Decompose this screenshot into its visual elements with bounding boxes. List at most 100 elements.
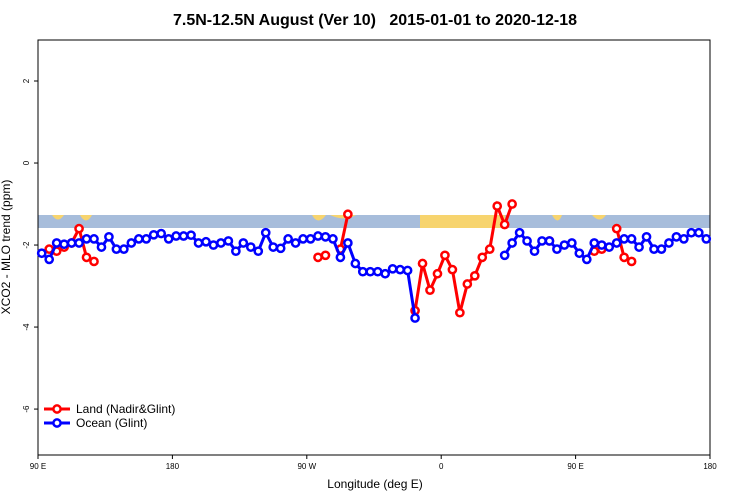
data-point [671, 231, 682, 242]
data-point [701, 234, 712, 244]
data-point [343, 209, 353, 220]
data-point [544, 236, 555, 246]
data-point [380, 268, 391, 279]
y-axis-label: XCO2 - MLO trend (ppm) [0, 180, 13, 315]
x-tick-label: 180 [166, 462, 180, 471]
legend-label: Ocean (Glint) [76, 416, 147, 430]
chart-title: 7.5N-12.5N August (Ver 10) 2015-01-01 to… [173, 12, 577, 29]
data-point [581, 254, 592, 265]
data-point [193, 238, 204, 248]
data-point [126, 238, 137, 248]
data-point [59, 239, 69, 250]
y-tick-label: 2 [22, 78, 31, 83]
data-point [313, 252, 323, 263]
data-point [432, 268, 443, 279]
x-tick-label: 90 W [297, 462, 316, 471]
data-point [567, 238, 577, 248]
data-point [537, 236, 547, 246]
data-point [216, 238, 226, 248]
x-tick-label: 90 E [30, 462, 46, 471]
data-point [350, 258, 361, 269]
data-point [104, 231, 114, 242]
x-axis-label: Longitude (deg E) [327, 477, 422, 491]
series-line [338, 213, 350, 250]
data-point [686, 227, 697, 238]
data-point [290, 238, 301, 248]
data-point [36, 248, 47, 259]
data-point [320, 250, 331, 261]
data-point [305, 234, 316, 244]
data-point [596, 240, 607, 250]
data-point [283, 234, 293, 244]
data-point [477, 252, 488, 263]
data-point [335, 252, 346, 263]
data-point [275, 243, 286, 254]
data-point [529, 246, 540, 257]
plot-frame [37, 39, 711, 456]
data-point [111, 244, 122, 254]
data-point [552, 244, 562, 254]
data-point [133, 234, 144, 244]
data-point [447, 264, 458, 275]
data-point [231, 246, 241, 257]
data-point [156, 228, 167, 239]
data-point [44, 254, 55, 265]
data-point [245, 242, 256, 252]
data-point [484, 244, 495, 254]
data-point [469, 270, 480, 281]
data-point [425, 285, 435, 295]
data-point [96, 242, 107, 252]
data-point [693, 227, 704, 238]
data-point [119, 244, 129, 254]
data-point [522, 236, 532, 246]
x-tick-label: 0 [439, 462, 444, 471]
data-point [417, 258, 428, 269]
legend: Land (Nadir&Glint)Ocean (Glint) [44, 402, 175, 430]
data-point [455, 307, 465, 318]
data-point [81, 234, 92, 244]
data-point [514, 227, 525, 238]
data-point [440, 250, 450, 261]
data-point [51, 238, 62, 248]
y-tick-label: -2 [22, 241, 31, 249]
data-point [201, 236, 211, 247]
data-point [664, 238, 674, 248]
data-point [208, 240, 219, 250]
data-point [499, 250, 510, 261]
data-point [298, 234, 308, 244]
data-point [395, 264, 405, 275]
data-point [559, 240, 570, 250]
data-point [507, 199, 517, 209]
data-point [313, 231, 323, 241]
data-point [499, 219, 510, 230]
data-point [357, 266, 368, 277]
y-tick-label: -6 [22, 405, 31, 413]
data-point [619, 234, 629, 244]
data-point [223, 236, 234, 246]
data-point [626, 234, 637, 244]
data-point [89, 234, 99, 244]
data-point [163, 234, 174, 244]
data-point [89, 256, 99, 267]
legend-label: Land (Nadir&Glint) [76, 402, 175, 416]
data-point [462, 279, 473, 289]
data-point [268, 242, 279, 252]
data-point [148, 229, 159, 240]
data-point [343, 238, 353, 248]
data-point [679, 234, 689, 244]
data-point [365, 266, 376, 277]
data-point [656, 244, 667, 254]
data-point [611, 223, 622, 234]
data-point [634, 242, 644, 252]
data-point [402, 265, 413, 276]
data-point [260, 227, 271, 238]
y-tick-label: 0 [22, 160, 31, 165]
data-point [253, 246, 264, 257]
data-point [611, 238, 622, 248]
data-point [492, 201, 503, 211]
data-point [372, 266, 383, 277]
data-point [328, 234, 338, 244]
data-point [641, 231, 652, 242]
data-point [507, 238, 517, 248]
